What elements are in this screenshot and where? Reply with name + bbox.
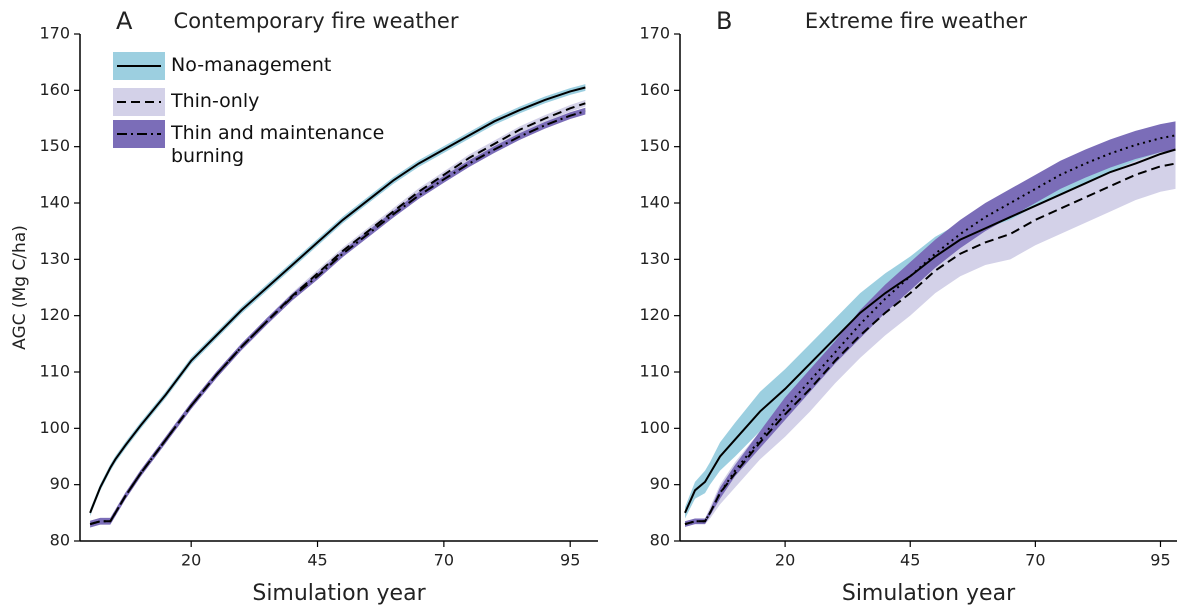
y-tick-label: 80 (650, 531, 670, 550)
x-tick-label: 70 (1025, 551, 1045, 570)
y-tick-label: 100 (639, 418, 670, 437)
legend-entry: Thin-only (171, 90, 260, 112)
x-tick-label: 95 (560, 551, 580, 570)
y-tick-label: 130 (39, 249, 70, 268)
y-tick-label: 170 (639, 24, 670, 43)
y-tick-label: 150 (639, 136, 670, 155)
x-axis-label: Simulation year (842, 581, 1016, 606)
y-tick-label: 90 (50, 474, 70, 493)
y-tick-label: 130 (639, 249, 670, 268)
legend-label: No-management (171, 54, 332, 76)
legend-entry: Thin and maintenance burning (171, 122, 385, 167)
chart-title: Contemporary fire weather (174, 9, 459, 33)
y-tick-label: 150 (39, 136, 70, 155)
legend-label: Thin-only (171, 90, 260, 112)
y-tick-label: 160 (39, 80, 70, 99)
line (684, 148, 1176, 514)
chart-title: Extreme fire weather (805, 9, 1027, 33)
line (684, 162, 1176, 526)
x-axis-label: Simulation year (252, 581, 426, 606)
y-tick-label: 170 (39, 24, 70, 43)
y-tick-label: 120 (39, 305, 70, 324)
y-axis-label: AGC (Mg C/ha) (10, 225, 30, 350)
legend-entry: No-management (171, 54, 332, 76)
x-tick-label: 45 (307, 551, 327, 570)
x-tick-label: 20 (181, 551, 201, 570)
y-tick-label: 160 (639, 80, 670, 99)
x-tick-label: 45 (900, 551, 920, 570)
x-tick-label: 70 (434, 551, 454, 570)
line (89, 110, 586, 526)
line (89, 86, 586, 514)
line (684, 134, 1176, 526)
band (685, 149, 1176, 527)
y-tick-label: 120 (639, 305, 670, 324)
x-tick-label: 95 (1150, 551, 1170, 570)
band (685, 121, 1176, 527)
y-tick-label: 80 (50, 531, 70, 550)
y-tick-label: 140 (39, 193, 70, 212)
y-tick-label: 110 (639, 362, 670, 381)
y-tick-label: 140 (639, 193, 670, 212)
panel-label: A (116, 7, 133, 35)
y-tick-label: 90 (650, 474, 670, 493)
x-tick-label: 20 (775, 551, 795, 570)
y-tick-label: 100 (39, 418, 70, 437)
y-tick-label: 110 (39, 362, 70, 381)
panel-label: B (716, 7, 732, 35)
legend-label: Thin and maintenance burning (171, 122, 385, 167)
